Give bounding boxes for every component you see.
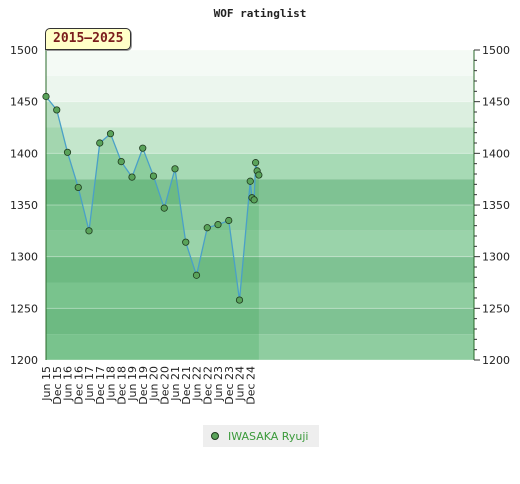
data-point <box>53 106 61 114</box>
data-point <box>160 204 168 212</box>
data-point <box>117 158 125 166</box>
background-band <box>46 75 474 102</box>
chart-title: WOF ratinglist <box>214 7 307 20</box>
background-band <box>46 334 474 360</box>
legend: IWASAKA Ryuji <box>203 425 319 447</box>
legend-marker-icon <box>211 432 219 440</box>
y-tick-label-right: 1350 <box>482 199 510 212</box>
y-tick-label-left: 1500 <box>10 44 38 57</box>
data-point <box>252 159 260 167</box>
y-tick-label-left: 1350 <box>10 199 38 212</box>
x-tick-label: Jun 16 <box>62 366 75 402</box>
data-point <box>42 92 50 101</box>
y-tick-label-right: 1450 <box>482 96 510 109</box>
data-point <box>255 171 263 179</box>
data-point <box>74 183 82 192</box>
data-point <box>96 139 104 147</box>
data-point <box>63 148 72 156</box>
y-tick-label-right: 1250 <box>482 302 510 315</box>
x-tick-label: Dec 15 <box>51 366 64 405</box>
y-tick-label-right: 1400 <box>482 147 510 160</box>
gridlines <box>46 49 474 361</box>
area-under-series <box>46 96 259 360</box>
x-tick-label: Jun 18 <box>105 366 118 402</box>
data-point <box>250 196 258 204</box>
data-point <box>225 216 233 225</box>
y-tick-label-left: 1450 <box>10 96 38 109</box>
background-band <box>46 101 474 128</box>
y-tick-label-left: 1300 <box>10 251 38 264</box>
y-axis-left: 1200 1250 1300 1350 1400 1450 1500 <box>10 44 38 367</box>
x-tick-label: Jun 19 <box>126 366 139 402</box>
x-tick-label: Dec 22 <box>201 366 214 405</box>
data-point <box>128 173 136 181</box>
x-tick-label: Dec 18 <box>115 366 128 405</box>
data-point <box>192 271 201 279</box>
y-tick-label-right: 1200 <box>482 354 510 367</box>
data-point <box>246 177 254 185</box>
x-tick-label: Dec 19 <box>137 366 150 405</box>
legend-label: IWASAKA Ryuji <box>228 429 309 443</box>
background-band <box>46 50 474 76</box>
y-axis-right: 1200 1250 1300 1350 1400 1450 1500 <box>474 44 510 367</box>
background-band <box>46 205 474 231</box>
data-point <box>171 165 179 173</box>
y-tick-label-left: 1200 <box>10 354 38 367</box>
data-point <box>149 172 158 180</box>
background-band <box>46 256 474 283</box>
x-tick-label: Jun 22 <box>191 366 204 402</box>
y-tick-label-left: 1400 <box>10 147 38 160</box>
data-point <box>182 238 190 246</box>
x-tick-label: Jun 15 <box>40 366 53 402</box>
x-tick-label: Dec 24 <box>244 366 257 405</box>
data-point <box>235 296 244 304</box>
x-tick-label: Dec 23 <box>223 366 236 405</box>
background-band <box>46 179 474 205</box>
x-tick-label: Jun 23 <box>212 366 225 402</box>
series-points-group <box>42 92 263 304</box>
y-tick-label-right: 1500 <box>482 44 510 57</box>
background-band <box>46 127 474 154</box>
period-badge: 2015–2025 <box>45 28 132 50</box>
area-fill <box>46 96 259 360</box>
data-point <box>214 221 222 229</box>
data-point <box>203 224 211 232</box>
background-band <box>46 230 474 257</box>
background-band <box>46 308 474 335</box>
x-tick-label: Jun 20 <box>148 366 161 402</box>
x-tick-label: Jun 24 <box>234 366 247 402</box>
x-tick-label: Jun 21 <box>169 366 182 402</box>
data-point <box>139 144 147 152</box>
background-band <box>46 282 474 309</box>
x-tick-label: Dec 20 <box>158 366 171 405</box>
y-tick-label-left: 1250 <box>10 302 38 315</box>
x-tick-label: Dec 16 <box>72 366 85 405</box>
y-tick-label-right: 1300 <box>482 251 510 264</box>
data-point <box>106 130 115 138</box>
x-tick-label: Jun 17 <box>83 366 96 402</box>
data-point <box>85 227 93 235</box>
x-tick-label: Dec 17 <box>94 366 107 405</box>
x-tick-label: Dec 21 <box>180 366 193 405</box>
